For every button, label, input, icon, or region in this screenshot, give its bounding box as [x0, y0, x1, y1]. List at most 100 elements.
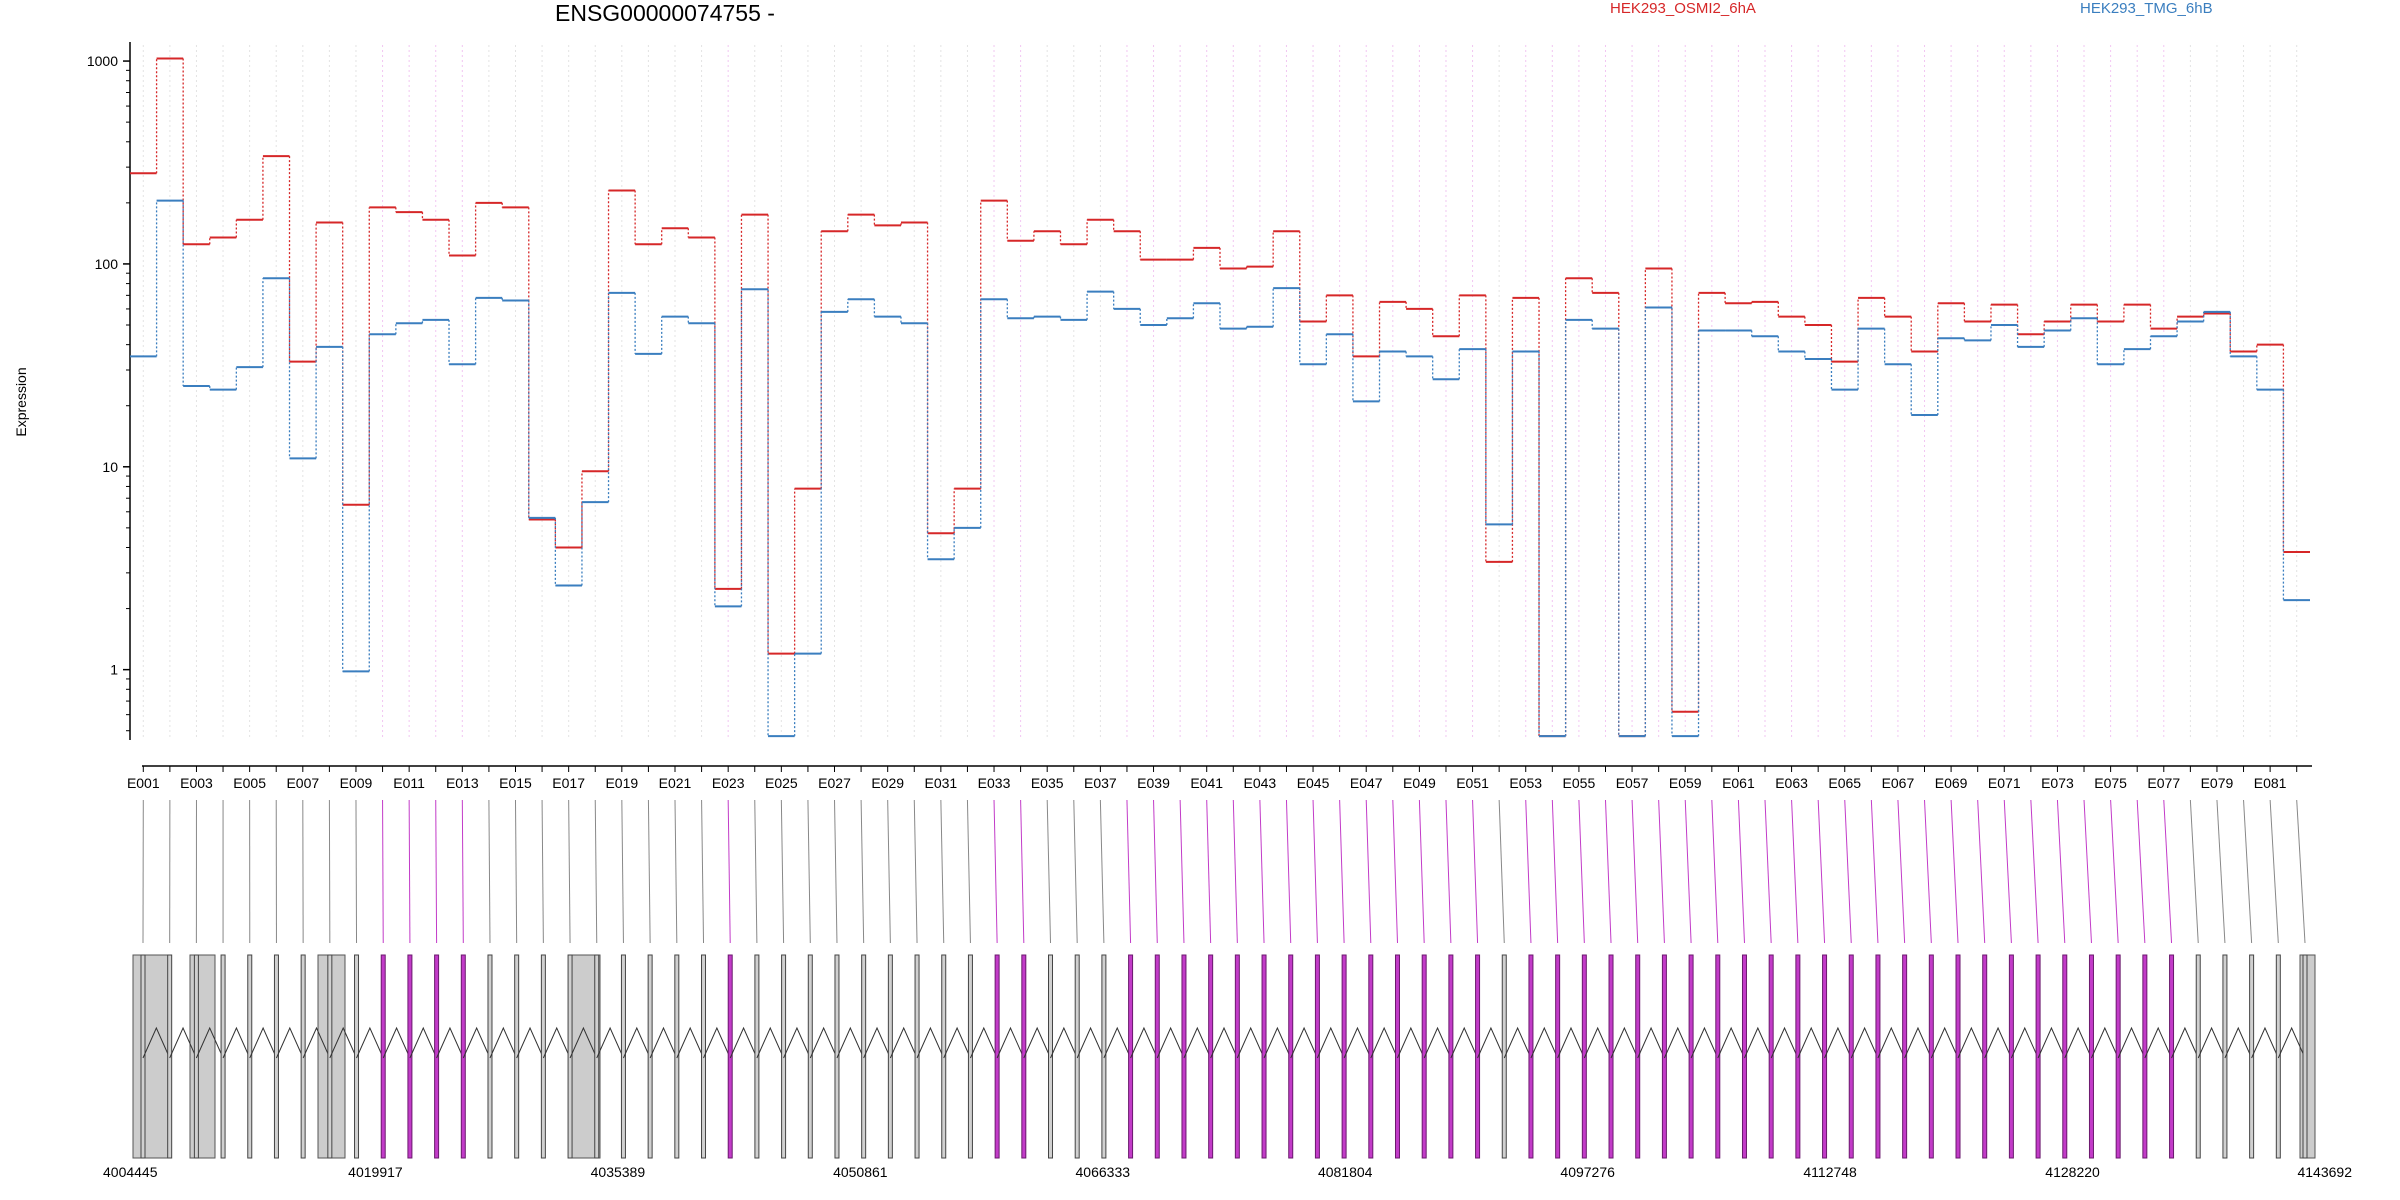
- intron-line: [1423, 1026, 1452, 1059]
- exon-connector: [1365, 799, 1372, 944]
- exon-bar: [540, 954, 546, 1159]
- x-tick-label: E073: [2041, 775, 2074, 791]
- intron-line: [1210, 1026, 1238, 1059]
- intron-line: [1770, 1026, 1799, 1059]
- x-tick-label: E025: [765, 775, 798, 791]
- x-tick-label: E017: [552, 775, 585, 791]
- exon-connector: [727, 799, 731, 944]
- intron-line: [356, 1026, 384, 1059]
- exon-bar: [407, 954, 413, 1159]
- exon-bar: [674, 954, 680, 1159]
- exon-connector: [834, 799, 838, 944]
- exon-connector: [382, 799, 384, 944]
- x-tick-label: E013: [446, 775, 479, 791]
- intron-line: [1583, 1026, 1612, 1059]
- intron-line: [1343, 1026, 1372, 1059]
- exon-bar: [1448, 954, 1454, 1159]
- intron-line: [2037, 1026, 2066, 1059]
- exon-connector: [1153, 799, 1158, 944]
- exon-bar: [300, 954, 306, 1159]
- intron-line: [889, 1026, 918, 1059]
- exon-connector: [408, 799, 411, 944]
- x-tick-label: E061: [1722, 775, 1755, 791]
- exon-connector: [2056, 799, 2066, 944]
- exon-connector: [1020, 799, 1025, 944]
- exon-bar: [2169, 954, 2175, 1159]
- exon-bar: [2142, 954, 2148, 1159]
- y-tick-label: 1000: [87, 53, 118, 69]
- intron-line: [2224, 1026, 2253, 1059]
- intron-line: [302, 1026, 331, 1059]
- exon-connector: [2083, 799, 2092, 944]
- exon-connector: [1711, 799, 1719, 944]
- exon-connector: [1126, 799, 1132, 944]
- intron-line: [596, 1026, 624, 1059]
- genomic-tick-label: 4097276: [1560, 1164, 1615, 1180]
- exon-connector: [2136, 799, 2146, 944]
- exon-bar: [1955, 954, 1961, 1159]
- exon-bar: [914, 954, 920, 1159]
- intron-line: [142, 1026, 171, 1059]
- intron-line: [2117, 1026, 2146, 1059]
- intron-line: [409, 1026, 438, 1059]
- exon-bar: [594, 954, 600, 1159]
- exon-bar: [861, 954, 867, 1159]
- exon-bar: [647, 954, 653, 1159]
- intron-line: [2171, 1026, 2199, 1059]
- exon-bar: [273, 954, 279, 1159]
- intron-line: [1477, 1026, 1505, 1059]
- x-tick-label: E065: [1828, 775, 1861, 791]
- series-layer: [130, 57, 2310, 738]
- exon-bar: [567, 954, 573, 1159]
- exon-connector: [488, 799, 491, 944]
- exon-bar: [1128, 954, 1134, 1159]
- exon-connector: [1232, 799, 1238, 944]
- intron-line: [222, 1026, 251, 1059]
- exon-bar: [1822, 954, 1828, 1159]
- exon-bar: [1555, 954, 1561, 1159]
- exon-bar: [2249, 954, 2255, 1159]
- intron-line: [649, 1026, 678, 1059]
- exon-bar: [1928, 954, 1934, 1159]
- exon-connector: [1817, 799, 1826, 944]
- exon-connector: [2110, 799, 2119, 944]
- exon-bar: [193, 954, 199, 1159]
- intron-line: [729, 1026, 758, 1059]
- genomic-tick-label: 4143692: [2297, 1164, 2352, 1180]
- exon-connector: [1631, 799, 1639, 944]
- exon-connector: [754, 799, 758, 944]
- exon-bar: [1314, 954, 1320, 1159]
- exon-connector: [1445, 799, 1452, 944]
- exon-bar: [487, 954, 493, 1159]
- x-tick-label: E077: [2147, 775, 2180, 791]
- genomic-tick-label: 4066333: [1076, 1164, 1131, 1180]
- exon-bar: [1261, 954, 1267, 1159]
- exon-connector: [1339, 799, 1345, 944]
- exon-bar: [1288, 954, 1294, 1159]
- intron-line: [2091, 1026, 2119, 1059]
- exon-connector: [1259, 799, 1265, 944]
- exon-bar: [1394, 954, 1400, 1159]
- intron-line: [1850, 1026, 1879, 1059]
- intron-line: [1984, 1026, 2012, 1059]
- exon-connector: [1392, 799, 1398, 944]
- exon-connector: [2163, 799, 2173, 944]
- exon-bar: [1475, 954, 1481, 1159]
- intron-line: [569, 1026, 598, 1059]
- x-tick-label: E047: [1350, 775, 1383, 791]
- exon-connector: [1737, 799, 1745, 944]
- x-tick-label: E057: [1616, 775, 1649, 791]
- intron-line: [2010, 1026, 2039, 1059]
- y-tick-label: 1: [110, 662, 118, 678]
- exon-bar: [807, 954, 813, 1159]
- exon-bar: [1421, 954, 1427, 1159]
- intron-line: [329, 1026, 357, 1059]
- intron-line: [863, 1026, 891, 1059]
- intron-line: [2277, 1026, 2306, 1059]
- intron-line: [676, 1026, 704, 1059]
- grid-layer: [142, 45, 2298, 740]
- exon-bar: [1181, 954, 1187, 1159]
- intron-line: [1717, 1026, 1745, 1059]
- exon-bar: [354, 954, 360, 1159]
